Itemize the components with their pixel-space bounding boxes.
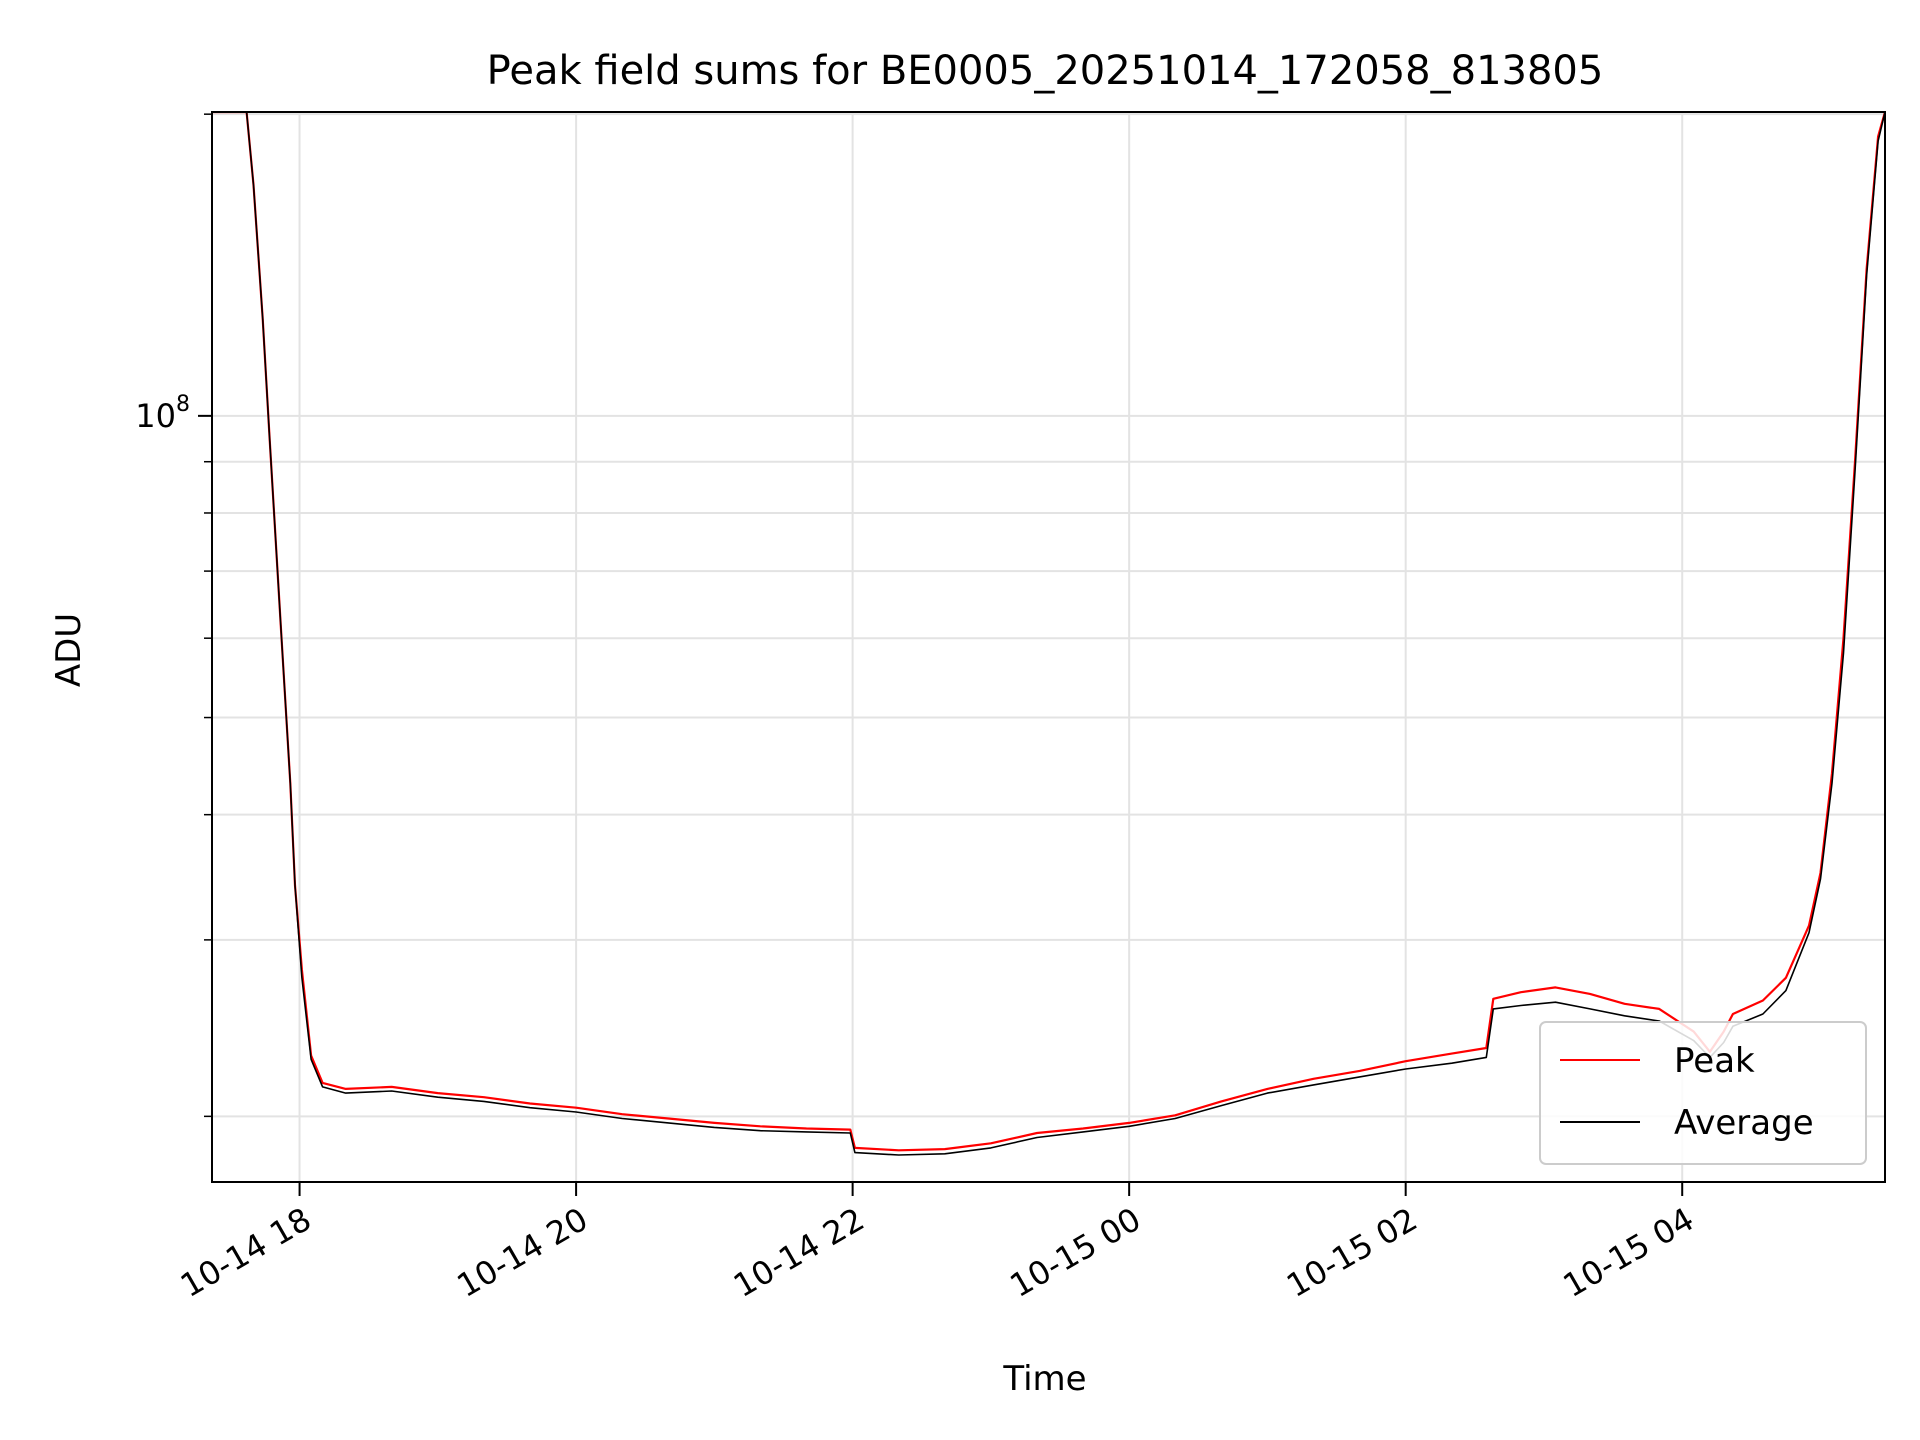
legend-box [1539, 1021, 1867, 1165]
x-tick-label: 10-14 22 [727, 1200, 871, 1305]
x-tick-label: 10-15 04 [1557, 1200, 1701, 1305]
legend: Peak Average [1539, 1021, 1867, 1165]
legend-label-average: Average [1674, 1103, 1814, 1143]
chart-title: Peak field sums for BE0005_20251014_1720… [487, 48, 1604, 94]
series-line-peak [212, 112, 1885, 1152]
legend-label-peak: Peak [1674, 1041, 1755, 1081]
grid [212, 112, 1885, 1182]
series-layer [212, 112, 1885, 1156]
y-axis-label: ADU [49, 613, 89, 687]
y-tick-label: 108 [135, 392, 190, 435]
x-tick-label: 10-14 18 [174, 1200, 318, 1305]
ticks: 10-14 18 10-14 20 10-14 22 10-15 00 10-15 02… [135, 113, 1701, 1305]
series-line-average [212, 112, 1885, 1156]
x-tick-label: 10-14 20 [450, 1200, 594, 1305]
y-tick-base: 10 [135, 397, 176, 435]
x-tick-label: 10-15 02 [1280, 1200, 1424, 1305]
y-tick-exponent: 8 [176, 392, 190, 417]
x-tick-label: 10-15 00 [1004, 1200, 1148, 1305]
x-axis-label: Time [1002, 1359, 1086, 1399]
plot-frame [211, 111, 1886, 1183]
